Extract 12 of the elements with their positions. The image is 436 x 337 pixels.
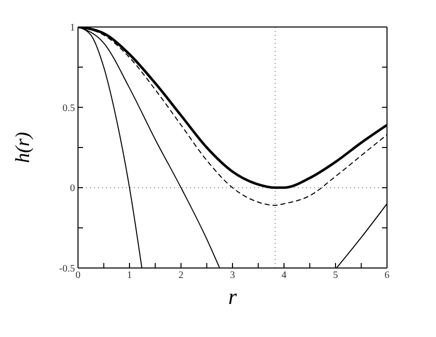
- x-axis-title: r: [228, 284, 238, 309]
- x-tick-label: 2: [178, 270, 184, 282]
- x-tick-label: 5: [333, 270, 338, 282]
- x-tick-label: 4: [282, 270, 286, 282]
- y-tick-label: 0: [70, 183, 75, 194]
- x-tick-label: 3: [230, 270, 235, 282]
- y-tick-label: 1: [70, 22, 75, 34]
- y-axis-title: h(r): [12, 132, 34, 164]
- x-tick-label: 1: [127, 270, 132, 282]
- x-tick-label: 6: [384, 270, 390, 282]
- y-tick-label: 0.5: [62, 102, 75, 114]
- y-tick-label: -0.5: [59, 264, 75, 275]
